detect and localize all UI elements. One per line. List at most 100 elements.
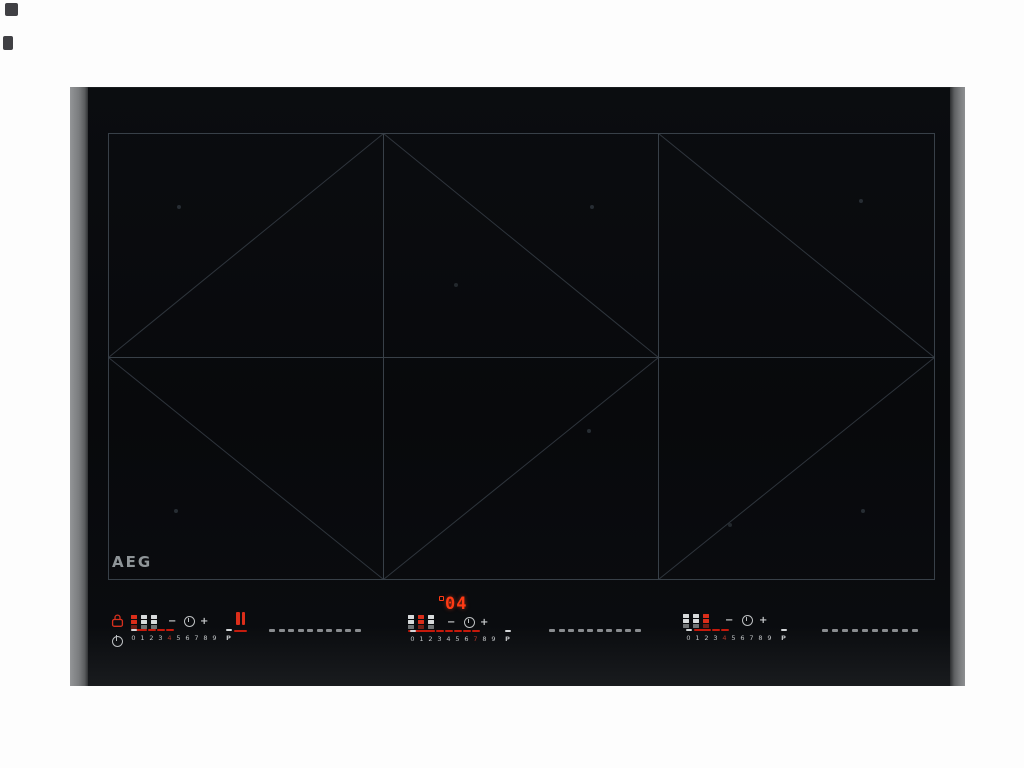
power-level-P[interactable]: P	[505, 635, 510, 643]
scale-end-mark	[504, 630, 511, 632]
slider-dash[interactable]	[307, 629, 314, 632]
power-level-9[interactable]: 9	[491, 635, 496, 643]
slider-dash[interactable]	[587, 629, 594, 632]
power-level-7[interactable]: 7	[749, 634, 754, 642]
zone-grid-cell	[151, 615, 157, 619]
slider-dash[interactable]	[278, 629, 285, 632]
slider-dash[interactable]	[316, 629, 323, 632]
slider-dash[interactable]	[912, 629, 918, 632]
power-level-P[interactable]: P	[226, 634, 231, 642]
minus-button[interactable]: −	[168, 616, 177, 627]
slider-dash[interactable]	[832, 629, 838, 632]
slider-dash[interactable]	[892, 629, 898, 632]
power-level-5[interactable]: 5	[455, 635, 460, 643]
zone-grid-cell	[141, 615, 147, 619]
power-level-6[interactable]: 6	[464, 635, 469, 643]
slider-dash[interactable]	[634, 629, 641, 632]
slider-strip[interactable]	[269, 629, 361, 632]
plus-button[interactable]: +	[759, 615, 768, 626]
pause-underline	[234, 630, 247, 632]
power-level-0[interactable]: 0	[131, 634, 136, 642]
slider-dash[interactable]	[549, 629, 555, 632]
slider-dash[interactable]	[335, 629, 342, 632]
slider-dash[interactable]	[558, 629, 565, 632]
power-level-9[interactable]: 9	[212, 634, 217, 642]
power-level-5[interactable]: 5	[176, 634, 181, 642]
power-level-6[interactable]: 6	[185, 634, 190, 642]
power-level-P[interactable]: P	[781, 634, 786, 642]
slider-dash[interactable]	[842, 629, 848, 632]
slider-dash[interactable]	[297, 629, 304, 632]
timer-icon[interactable]	[464, 617, 475, 628]
slider-dash[interactable]	[615, 629, 622, 632]
power-level-7[interactable]: 7	[194, 634, 199, 642]
zone-grid-cell	[428, 625, 434, 629]
lock-icon[interactable]	[111, 613, 124, 628]
slider-dash[interactable]	[269, 629, 275, 632]
level-indicator-segment	[453, 630, 462, 632]
power-level-1[interactable]: 1	[695, 634, 700, 642]
timer-icon[interactable]	[742, 615, 753, 626]
power-level-0[interactable]: 0	[686, 634, 691, 642]
slider-dash[interactable]	[606, 629, 613, 632]
slider-dash[interactable]	[326, 629, 333, 632]
power-level-9[interactable]: 9	[767, 634, 772, 642]
power-level-8[interactable]: 8	[758, 634, 763, 642]
slider-dash[interactable]	[577, 629, 584, 632]
power-level-1[interactable]: 1	[419, 635, 424, 643]
slider-dash[interactable]	[345, 629, 352, 632]
slider-strip[interactable]	[549, 629, 641, 632]
slider-dash[interactable]	[822, 629, 828, 632]
zone-select-grid-icon[interactable]	[683, 614, 709, 628]
zone-grid-cell	[703, 614, 709, 618]
slider-dash[interactable]	[568, 629, 575, 632]
scale-end-mark	[409, 630, 416, 632]
power-level-2[interactable]: 2	[704, 634, 709, 642]
power-level-8[interactable]: 8	[203, 634, 208, 642]
mark-slot	[192, 629, 201, 631]
power-level-4[interactable]: 4	[446, 635, 451, 643]
level-indicator-segment	[426, 630, 435, 632]
power-level-4[interactable]: 4	[167, 634, 172, 642]
power-level-3[interactable]: 3	[437, 635, 442, 643]
power-level-2[interactable]: 2	[149, 634, 154, 642]
power-level-0[interactable]: 0	[410, 635, 415, 643]
plus-button[interactable]: +	[200, 616, 209, 627]
slider-dash[interactable]	[872, 629, 878, 632]
slider-dash[interactable]	[354, 629, 361, 632]
mark-slot	[201, 629, 210, 631]
slider-dash[interactable]	[625, 629, 632, 632]
mark-slot	[224, 629, 233, 631]
slider-dash[interactable]	[288, 629, 295, 632]
slider-dash[interactable]	[862, 629, 868, 632]
power-level-5[interactable]: 5	[731, 634, 736, 642]
pause-icon[interactable]	[236, 612, 245, 625]
level-indicator-segment	[156, 629, 165, 631]
plus-button[interactable]: +	[480, 617, 489, 628]
mark-slot	[738, 629, 747, 631]
slider-dash[interactable]	[882, 629, 888, 632]
power-level-1[interactable]: 1	[140, 634, 145, 642]
power-level-2[interactable]: 2	[428, 635, 433, 643]
slider-dash[interactable]	[902, 629, 908, 632]
zone-select-grid-icon[interactable]	[408, 615, 434, 629]
mark-slot	[729, 629, 738, 631]
zone-grid-cell	[418, 615, 424, 619]
timer-icon[interactable]	[184, 616, 195, 627]
minus-button[interactable]: −	[725, 615, 734, 626]
zone-select-grid-icon[interactable]	[131, 615, 157, 629]
power-level-4[interactable]: 4	[722, 634, 727, 642]
power-level-3[interactable]: 3	[713, 634, 718, 642]
power-icon[interactable]	[112, 634, 123, 647]
power-level-8[interactable]: 8	[482, 635, 487, 643]
slider-strip[interactable]	[822, 629, 918, 632]
power-level-6[interactable]: 6	[740, 634, 745, 642]
slider-dash[interactable]	[596, 629, 603, 632]
slider-dash[interactable]	[852, 629, 858, 632]
power-level-3[interactable]: 3	[158, 634, 163, 642]
power-level-7[interactable]: 7	[473, 635, 478, 643]
minus-button[interactable]: −	[447, 617, 456, 628]
